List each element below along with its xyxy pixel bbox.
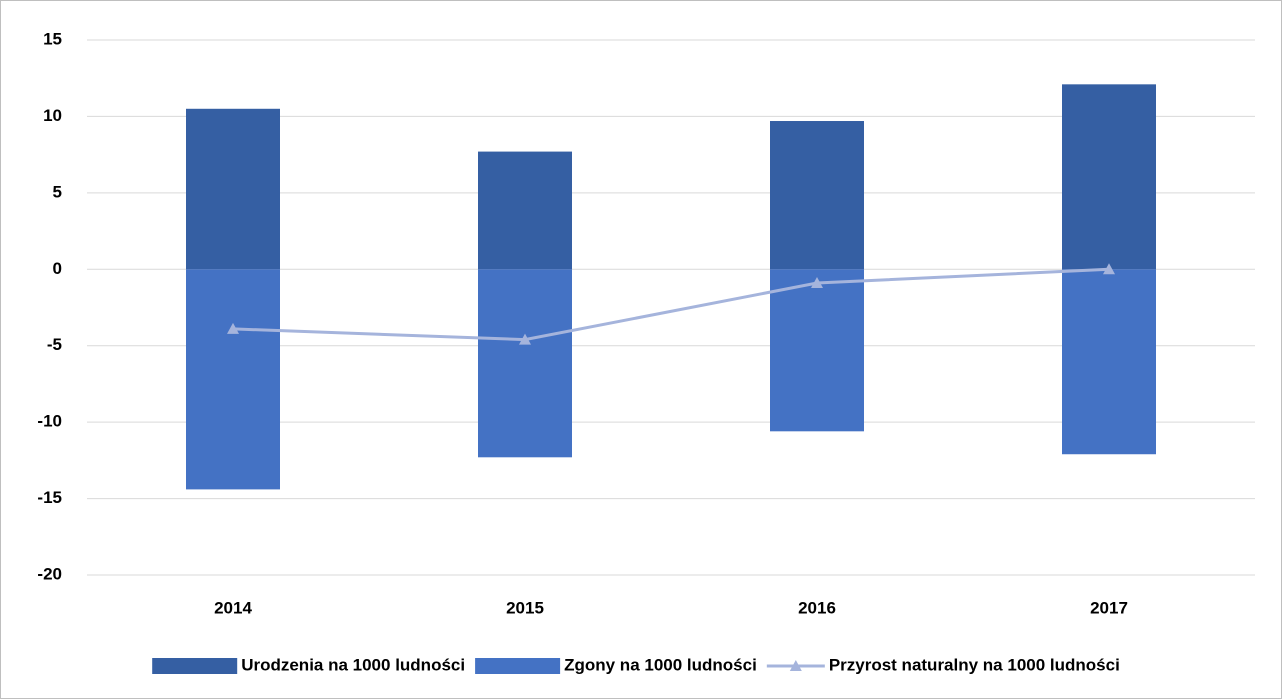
legend-swatch xyxy=(789,660,802,671)
x-tick-label: 2015 xyxy=(506,598,544,617)
bar xyxy=(770,121,864,270)
marker xyxy=(519,333,531,345)
y-tick-label: 15 xyxy=(43,29,62,48)
bar xyxy=(186,108,280,270)
bar xyxy=(1062,269,1156,455)
legend-label: Zgony na 1000 ludności xyxy=(564,655,757,674)
x-tick-label: 2016 xyxy=(798,598,836,617)
legend-swatch xyxy=(152,658,238,674)
y-tick-label: 0 xyxy=(53,259,62,278)
marker xyxy=(811,277,823,289)
y-tick-label: -15 xyxy=(37,488,62,507)
legend-label: Urodzenia na 1000 ludności xyxy=(241,655,465,674)
bar xyxy=(186,269,280,490)
marker xyxy=(1103,263,1115,275)
marker xyxy=(227,322,239,334)
line xyxy=(232,267,1110,342)
y-tick-label: 10 xyxy=(43,106,62,125)
y-tick-label: 5 xyxy=(53,182,62,201)
y-tick-label: -5 xyxy=(47,335,62,354)
bar xyxy=(478,151,572,270)
bar xyxy=(1062,84,1156,270)
x-tick-label: 2017 xyxy=(1090,598,1128,617)
legend-swatch xyxy=(475,658,561,674)
x-tick-label: 2014 xyxy=(214,598,252,617)
bar xyxy=(770,269,864,432)
legend-label: Przyrost naturalny na 1000 ludności xyxy=(829,655,1120,674)
y-tick-label: -20 xyxy=(37,564,62,583)
y-tick-label: -10 xyxy=(37,412,62,431)
bar xyxy=(478,269,572,458)
